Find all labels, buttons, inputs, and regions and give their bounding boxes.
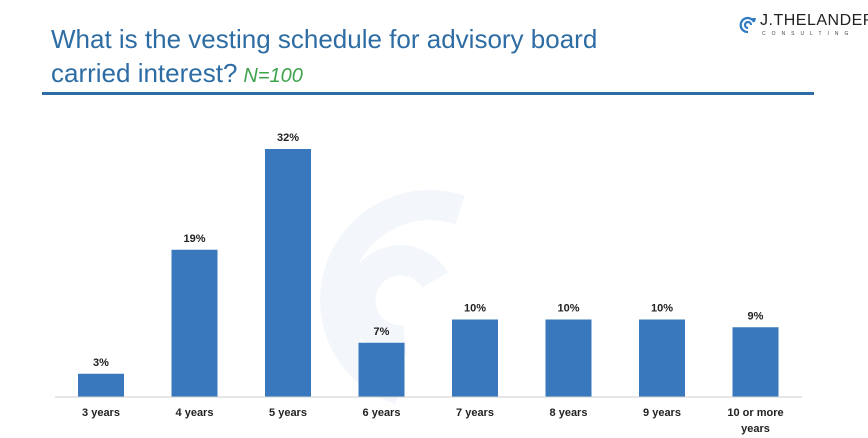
bar: [639, 319, 685, 397]
bar: [452, 319, 498, 397]
title-divider: [42, 92, 814, 95]
logo-subtitle: CONSULTING: [762, 31, 855, 37]
category-label: 7 years: [456, 407, 494, 419]
data-label: 32%: [277, 132, 299, 144]
bar: [358, 342, 405, 397]
data-label: 3%: [93, 357, 109, 369]
page-title: What is the vesting schedule for advisor…: [51, 22, 671, 93]
data-label: 10%: [464, 303, 486, 315]
bar: [732, 327, 779, 397]
category-label: 4 years: [176, 407, 214, 419]
bar: [265, 149, 311, 397]
title-text: What is the vesting schedule for advisor…: [51, 24, 598, 88]
sample-size: N=100: [243, 65, 303, 87]
bar: [545, 319, 592, 397]
category-label: 3 years: [82, 407, 120, 419]
category-label: years: [741, 423, 770, 435]
data-label: 19%: [183, 233, 205, 245]
category-label: 6 years: [363, 407, 401, 419]
data-label: 10%: [651, 303, 673, 315]
category-label: 5 years: [269, 407, 307, 419]
logo-name: J.THELANDER: [760, 12, 868, 29]
category-label: 8 years: [550, 407, 588, 419]
data-label: 9%: [748, 310, 764, 322]
data-label: 7%: [374, 326, 390, 338]
spiral-logo-icon: [739, 16, 756, 34]
category-label: 9 years: [643, 407, 681, 419]
bar: [171, 249, 218, 397]
bar: [78, 373, 124, 397]
category-label: 10 or more: [727, 407, 783, 419]
data-label: 10%: [557, 303, 579, 315]
company-logo: J.THELANDER CONSULTING: [738, 10, 868, 42]
